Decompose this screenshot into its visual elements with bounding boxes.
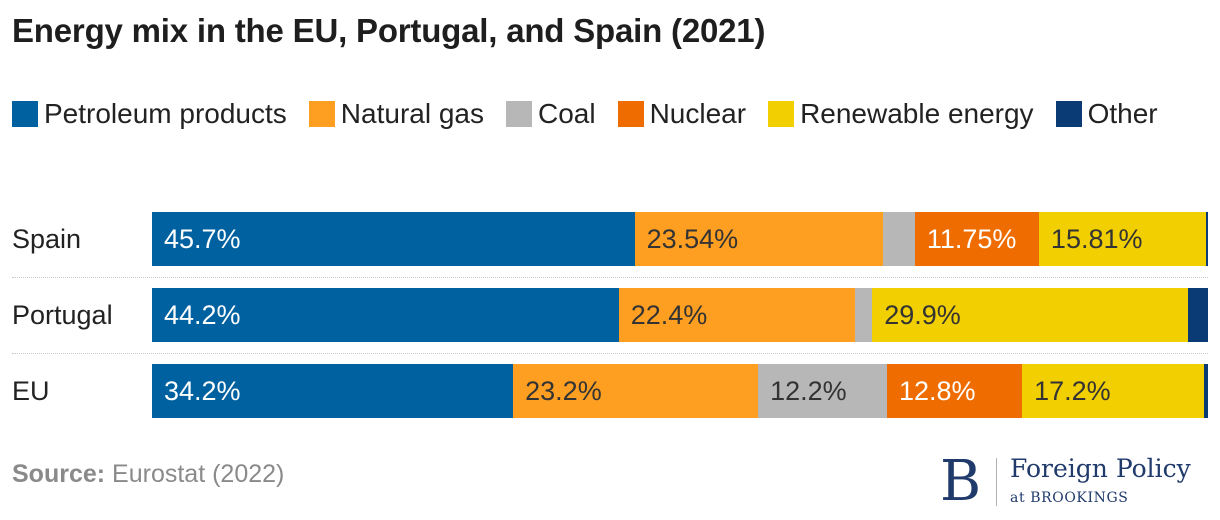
row-label: Spain (12, 224, 82, 254)
data-label: 22.4% (630, 300, 708, 330)
legend-item: Coal (505, 98, 596, 130)
bar-segment[interactable] (1038, 212, 1207, 266)
legend-swatch (308, 101, 335, 127)
source-text: Eurostat (2022) (105, 460, 285, 488)
source-prefix: Source: (12, 460, 106, 488)
legend-swatch (1055, 101, 1082, 127)
bar-segment[interactable] (152, 288, 620, 342)
bar-segment[interactable] (883, 212, 916, 266)
bar-segment[interactable] (1187, 288, 1209, 342)
chart-title: Energy mix in the EU, Portugal, and Spai… (12, 12, 766, 49)
row-label: Portugal (12, 300, 113, 330)
legend-label: Other (1087, 98, 1158, 129)
legend-swatch (12, 101, 38, 127)
brookings-b-mark: B (940, 449, 982, 514)
bar-segment[interactable] (513, 364, 759, 418)
legend-swatch (768, 101, 795, 127)
data-label: 23.54% (646, 224, 739, 254)
foreign-policy-brookings-logo[interactable]: B Foreign Policy at BROOKINGS (940, 452, 1210, 512)
legend-item: Petroleum products (12, 98, 287, 130)
data-label: 12.2% (770, 376, 847, 406)
bar-row: 45.7% 23.54% 11.75% 15.81% (152, 212, 1209, 266)
row-separator (12, 353, 1208, 354)
data-label: 12.8% (898, 376, 976, 406)
bar-segment[interactable] (152, 364, 514, 418)
bar-segment[interactable] (1203, 364, 1209, 418)
bar-segment[interactable] (872, 288, 1189, 342)
data-label: 29.9% (884, 300, 961, 330)
chart-legend: Petroleum products Natural gas Coal Nuclear… (12, 98, 1202, 130)
bar-segment[interactable] (886, 364, 1023, 418)
legend-label: Renewable energy (800, 98, 1034, 129)
legend-item: Renewable energy (768, 98, 1034, 130)
data-label: 34.2% (164, 376, 241, 406)
row-label: EU (12, 376, 50, 406)
logo-divider (996, 458, 997, 506)
data-label: 15.81% (1050, 224, 1143, 254)
data-label: 17.2% (1034, 376, 1111, 406)
bar-segment[interactable] (152, 212, 636, 266)
legend-swatch (505, 101, 532, 127)
legend-label: Nuclear (649, 98, 747, 129)
data-label: 23.2% (525, 376, 602, 406)
legend-label: Petroleum products (44, 98, 287, 129)
bar-segment[interactable] (855, 288, 873, 342)
data-label: 44.2% (164, 300, 241, 330)
bar-segment[interactable] (758, 364, 888, 418)
legend-label: Coal (537, 98, 596, 129)
bar-segment[interactable] (618, 288, 856, 342)
legend-item: Nuclear (617, 98, 747, 130)
bar-row: 34.2% 23.2% 12.2% 12.8% 17.2% (152, 364, 1209, 418)
data-label: 45.7% (164, 224, 241, 254)
bar-segment[interactable] (634, 212, 884, 266)
logo-subtitle: at BROOKINGS (1010, 490, 1129, 506)
bar-row: 44.2% 22.4% 29.9% (152, 288, 1209, 342)
legend-item: Other (1055, 98, 1158, 130)
logo-name: Foreign Policy (1010, 454, 1191, 483)
data-label: 11.75% (926, 224, 1017, 254)
legend-item: Natural gas (308, 98, 484, 130)
bar-segment[interactable] (1205, 212, 1209, 266)
source-note: Source: Eurostat (2022) (12, 460, 284, 489)
row-separator (12, 277, 1208, 278)
bar-segment[interactable] (914, 212, 1040, 266)
legend-label: Natural gas (340, 98, 484, 129)
bar-segment[interactable] (1022, 364, 1205, 418)
legend-swatch (617, 101, 644, 127)
